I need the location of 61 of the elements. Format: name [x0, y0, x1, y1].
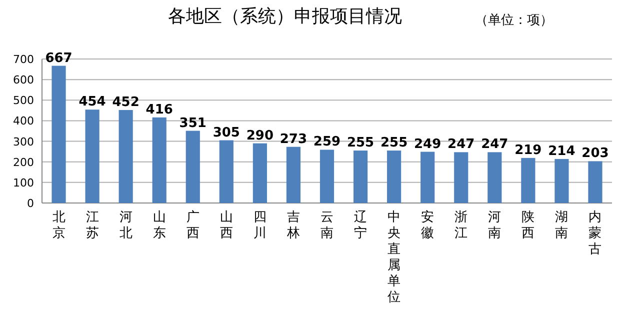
bar [521, 158, 536, 203]
y-tick-label: 200 [13, 156, 34, 169]
bar [118, 110, 133, 203]
data-label: 249 [414, 136, 442, 152]
bar [252, 143, 267, 203]
y-tick-label: 300 [13, 135, 34, 148]
x-tick-label: 陕西 [522, 210, 535, 241]
x-tick-label: 辽宁 [354, 210, 368, 241]
bar [186, 130, 200, 203]
data-label: 255 [346, 136, 374, 151]
x-tick-label: 浙江 [454, 210, 468, 241]
x-tick-label: 四川 [253, 210, 266, 241]
data-label: 273 [280, 132, 308, 147]
data-label: 454 [78, 94, 106, 110]
bar [85, 110, 100, 203]
data-label: 452 [112, 95, 140, 110]
bar [320, 150, 334, 203]
data-label: 290 [246, 128, 274, 144]
x-tick-label: 云南 [320, 210, 334, 241]
x-tick-label: 吉林 [286, 210, 300, 241]
x-tick-label: 河北 [119, 210, 132, 241]
y-tick-label: 600 [13, 74, 34, 87]
x-tick-label: 中央直属单位 [388, 210, 401, 305]
text: （单位：项） [475, 13, 553, 28]
bar [588, 161, 602, 203]
x-tick-label: 河南 [488, 210, 502, 241]
bar [454, 152, 468, 203]
bar [420, 152, 435, 203]
data-label: 203 [582, 146, 609, 162]
y-tick-label: 400 [13, 114, 34, 128]
y-tick-label: 0 [27, 197, 34, 210]
data-label: 219 [514, 142, 542, 158]
data-label: 247 [448, 137, 475, 152]
x-tick-label: 安徽 [421, 209, 434, 241]
bar [286, 146, 301, 203]
data-label: 214 [548, 144, 576, 159]
x-tick-label: 江苏 [86, 210, 99, 241]
x-tick-label: 北京 [52, 210, 66, 241]
x-tick-label: 山西 [220, 210, 233, 241]
bar [52, 66, 66, 203]
bar [554, 158, 569, 203]
y-tick-label: 100 [13, 176, 34, 190]
y-tick-label: 700 [13, 53, 34, 66]
data-label: 255 [380, 136, 408, 151]
data-label: 247 [481, 137, 508, 152]
data-label: 259 [313, 134, 341, 150]
x-tick-label: 内蒙古 [588, 210, 602, 257]
x-tick-label: 广西 [186, 210, 200, 241]
data-label: 416 [146, 102, 173, 118]
bar [387, 150, 402, 203]
data-label: 667 [45, 50, 72, 66]
chart-title: 各地区（系统）申报项目情况 [168, 6, 402, 27]
x-tick-label: 山东 [152, 210, 166, 241]
bar [353, 150, 368, 203]
bar [152, 117, 166, 203]
data-label: 351 [179, 116, 206, 131]
y-tick-label: 500 [13, 94, 34, 108]
bar [488, 152, 502, 203]
data-label: 305 [212, 125, 240, 140]
bar [219, 140, 234, 203]
x-tick-label: 湖南 [555, 210, 568, 241]
